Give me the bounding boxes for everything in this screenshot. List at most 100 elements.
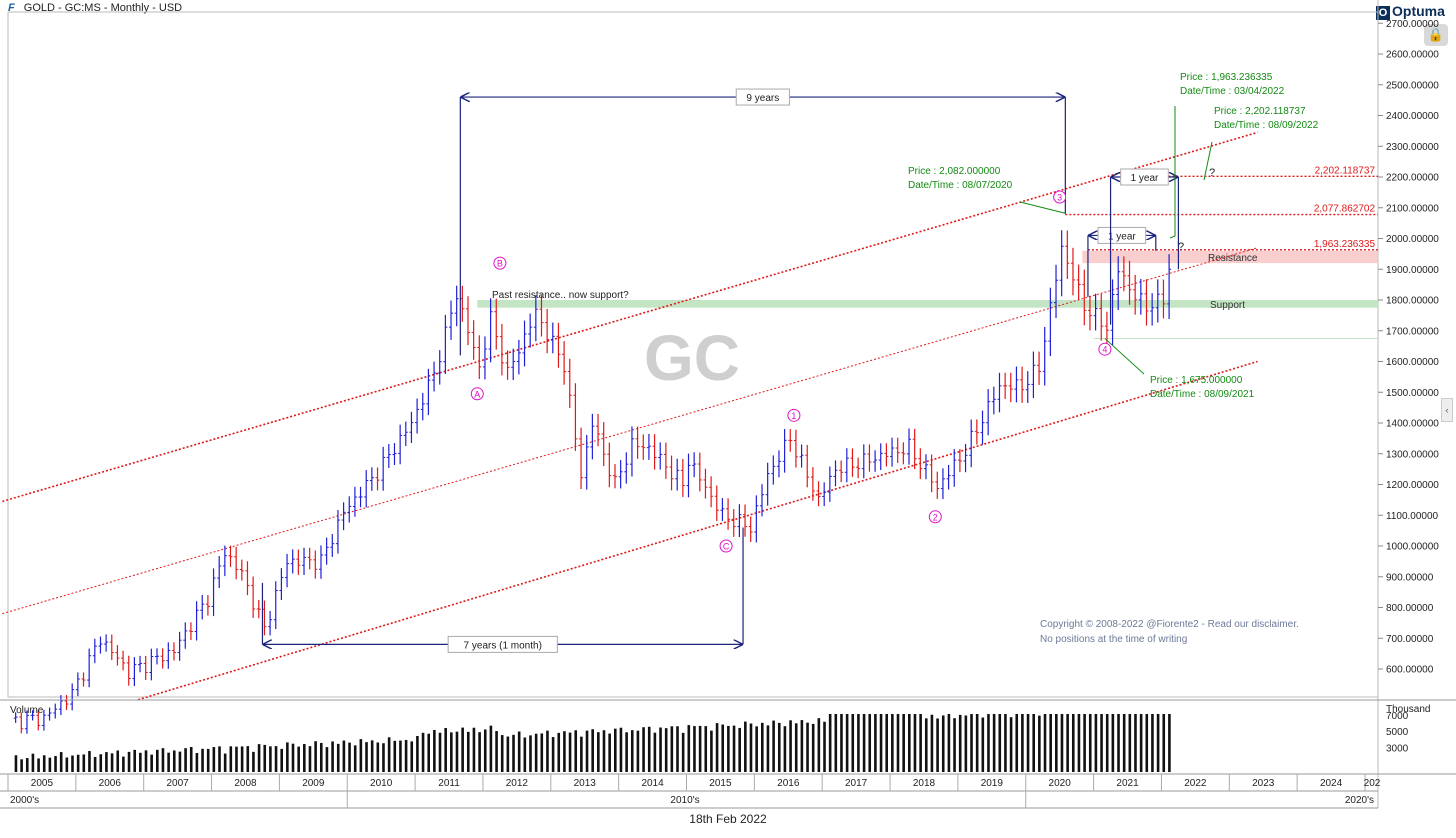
ohlc-bar <box>324 537 329 565</box>
year-label: 2010 <box>370 778 393 789</box>
watermark-text: GC <box>644 322 740 394</box>
volume-bar <box>489 725 493 772</box>
volume-bar <box>1145 714 1149 772</box>
ohlc-bar <box>743 504 748 537</box>
volume-bar <box>506 736 510 772</box>
measure-label: 1 year <box>1131 173 1159 184</box>
chevron-left-icon[interactable]: ‹ <box>1441 398 1453 422</box>
ohlc-bar <box>364 470 369 508</box>
volume-bar <box>924 718 928 772</box>
ohlc-bar <box>878 443 883 471</box>
volume-bar <box>975 714 979 772</box>
ohlc-bar <box>997 372 1002 413</box>
price-note-date: Date/Time : 03/04/2022 <box>1180 86 1285 97</box>
zone-support <box>477 300 1378 308</box>
ohlc-bar <box>36 710 41 731</box>
volume-bar <box>478 732 481 772</box>
ohlc-bar <box>70 683 75 711</box>
ohlc-bar <box>1003 372 1008 399</box>
volume-bar <box>919 714 922 772</box>
volume-bar <box>1004 714 1007 772</box>
ohlc-bar <box>1031 351 1036 399</box>
ohlc-bar <box>81 672 86 687</box>
volume-bar <box>761 722 764 772</box>
volume-bar <box>642 727 645 772</box>
ohlc-bar <box>601 422 606 467</box>
volume-bar <box>133 749 136 772</box>
volume-bar <box>178 751 182 772</box>
volume-bar <box>1009 717 1013 772</box>
volume-bar <box>1026 714 1030 772</box>
volume-bar <box>1032 714 1036 772</box>
ohlc-bar <box>957 449 962 473</box>
ohlc-bar <box>573 383 578 451</box>
volume-bar <box>297 746 300 772</box>
volume-bar <box>1055 714 1058 772</box>
price-note-price: Price : 2,202.118737 <box>1214 106 1306 117</box>
ohlc-bar <box>827 466 832 502</box>
volume-bar <box>303 744 306 772</box>
time-axis: 2005 2006 2007 2008 2009 2010 2011 2012 2013 2014… <box>0 773 1456 809</box>
ohlc-bar <box>471 320 476 360</box>
ohlc-bar <box>403 421 408 447</box>
price-axis: 600.00000 700.00000 800.00000 900.00000 1000… <box>1378 19 1439 676</box>
ohlc-bar <box>991 386 996 415</box>
wave-label: 2 <box>933 512 938 522</box>
volume-bar <box>342 740 346 772</box>
volume-bar <box>896 714 900 772</box>
year-label: 2020 <box>1049 778 1072 789</box>
ohlc-bar <box>1070 247 1075 296</box>
price-note-date: Date/Time : 08/07/2020 <box>908 180 1013 191</box>
volume-bar <box>540 733 544 772</box>
volume-bar <box>269 746 272 772</box>
ohlc-bar <box>488 298 493 363</box>
price-tick-label: 900.00000 <box>1386 572 1434 583</box>
volume-bar <box>721 724 725 772</box>
volume-bar <box>664 728 668 772</box>
ohlc-bar <box>663 442 668 479</box>
channel-upper <box>2 131 1258 503</box>
volume-bar <box>958 714 962 772</box>
volume-bar <box>840 714 843 772</box>
ohlc-bar <box>669 455 674 491</box>
question-mark: ? <box>1209 167 1215 179</box>
ohlc-bar <box>692 452 697 478</box>
volume-bar <box>1100 714 1103 772</box>
price-tick-label: 1100.00000 <box>1386 511 1439 522</box>
wave-circle <box>719 539 733 553</box>
ohlc-bar <box>618 460 623 489</box>
volume-bar <box>613 728 617 772</box>
ohlc-bar <box>635 426 640 459</box>
volume-bar <box>359 739 363 772</box>
ohlc-bar <box>680 458 685 497</box>
ohlc-bar <box>522 320 527 367</box>
ohlc-bar <box>1093 293 1098 331</box>
ohlc-bar <box>177 631 182 661</box>
ohlc-bar <box>386 444 391 468</box>
ohlc-bar <box>1138 278 1143 315</box>
volume-bar <box>195 752 199 772</box>
ohlc-bar <box>1020 366 1025 403</box>
ohlc-bar <box>188 622 193 641</box>
ohlc-bar <box>285 553 290 588</box>
wave-circle <box>787 408 801 422</box>
ohlc-bar <box>1042 326 1047 386</box>
ohlc-bar <box>477 335 482 380</box>
year-label: 2012 <box>506 778 529 789</box>
chart-title: GOLD - GC:MS - Monthly - USD <box>23 2 183 14</box>
volume-bar <box>1094 714 1098 772</box>
volume-bar <box>172 750 176 772</box>
volume-bar <box>738 727 741 772</box>
year-label: 2023 <box>1252 778 1275 789</box>
price-note-price: Price : 1,963.236335 <box>1180 72 1273 83</box>
brand-logo: O Optuma <box>1376 3 1450 21</box>
volume-bar <box>286 742 289 772</box>
ohlc-bar <box>579 427 584 490</box>
watermark-layer: GC <box>644 322 740 394</box>
price-tick-label: 1900.00000 <box>1386 265 1439 276</box>
ohlc-bar <box>1048 287 1053 357</box>
volume-bar <box>653 732 657 772</box>
lock-icon[interactable]: 🔒 <box>1424 24 1448 46</box>
year-label: 2022 <box>1184 778 1207 789</box>
